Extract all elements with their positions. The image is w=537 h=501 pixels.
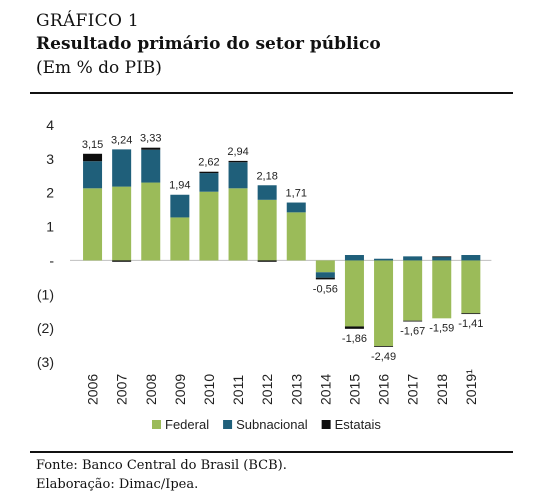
- bar-estatais-9: [344, 326, 364, 329]
- x-tick-label-13: 2019¹: [463, 369, 479, 405]
- bar-estatais-4: [199, 171, 219, 174]
- bar-federal-4: [199, 191, 219, 261]
- bar-estatais-11: [403, 320, 423, 322]
- chart-unit: (Em % do PIB): [36, 58, 162, 78]
- total-label-0: 3,15: [82, 139, 103, 151]
- bar-estatais-1: [112, 260, 132, 262]
- y-tick-label-7: (3): [37, 354, 54, 370]
- bar-federal-0: [83, 188, 103, 261]
- total-label-11: -1,67: [400, 325, 425, 337]
- top-rule: [30, 92, 513, 94]
- x-tick-label-5: 2011: [230, 375, 246, 405]
- total-label-9: -1,86: [342, 333, 367, 345]
- source-note: Fonte: Banco Central do Brasil (BCB).: [36, 458, 287, 473]
- x-tick-label-0: 2006: [85, 374, 101, 405]
- y-tick-label-4: -: [49, 252, 54, 268]
- bar-estatais-13: [461, 313, 481, 315]
- total-label-6: 2,18: [256, 170, 277, 182]
- legend-swatch-federal: [152, 420, 161, 429]
- bar-federal-3: [170, 217, 190, 261]
- bar-subnacional-9: [344, 255, 364, 261]
- bar-estatais-2: [141, 147, 161, 150]
- bar-federal-11: [403, 260, 423, 321]
- x-tick-label-6: 2012: [259, 374, 275, 405]
- x-tick-label-9: 2015: [346, 374, 362, 405]
- y-tick-label-3: 1: [46, 219, 54, 235]
- bar-federal-8: [315, 260, 335, 273]
- total-label-4: 2,62: [198, 157, 219, 169]
- chart-header: GRÁFICO 1 Resultado primário do setor pú…: [36, 10, 381, 80]
- x-tick-label-10: 2016: [376, 374, 392, 405]
- total-label-12: -1,59: [429, 322, 454, 334]
- bar-federal-13: [461, 260, 481, 314]
- x-tick-label-7: 2013: [288, 374, 304, 405]
- y-tick-label-1: 3: [46, 151, 54, 167]
- x-tick-label-11: 2017: [405, 374, 421, 405]
- elaboration-note: Elaboração: Dimac/Ipea.: [36, 477, 199, 492]
- total-label-1: 3,24: [111, 134, 132, 146]
- bar-subnacional-11: [403, 256, 423, 261]
- x-tick-label-2: 2008: [143, 374, 159, 405]
- x-tick-label-3: 2009: [172, 374, 188, 405]
- y-tick-label-6: (2): [37, 320, 54, 336]
- chart-title: Resultado primário do setor público: [36, 34, 381, 54]
- bar-federal-1: [112, 186, 132, 261]
- total-label-13: -1,41: [458, 318, 483, 330]
- x-tick-label-1: 2007: [114, 374, 130, 405]
- bar-subnacional-10: [374, 258, 394, 261]
- total-label-3: 1,94: [169, 180, 190, 192]
- bar-estatais-12: [432, 256, 452, 258]
- bar-subnacional-5: [228, 162, 248, 189]
- figure-label: GRÁFICO 1: [36, 11, 140, 31]
- x-tick-label-4: 2010: [201, 374, 217, 405]
- total-label-2: 3,33: [140, 133, 161, 145]
- bar-federal-7: [286, 212, 306, 261]
- bar-federal-10: [374, 260, 394, 347]
- bar-federal-9: [344, 260, 364, 327]
- y-tick-label-5: (1): [37, 286, 54, 302]
- bar-subnacional-8: [315, 272, 335, 278]
- bar-subnacional-13: [461, 255, 481, 261]
- stacked-bar-chart: 4 3 2 1 - (1) (2) (3) 3,15 2006 3,24 2007 3,33 2008 1,…: [37, 117, 492, 432]
- bar-subnacional-2: [141, 149, 161, 183]
- x-tick-label-8: 2014: [317, 374, 333, 405]
- bar-subnacional-3: [170, 194, 190, 218]
- bar-estatais-5: [228, 160, 248, 163]
- total-label-10: -2,49: [371, 351, 396, 363]
- bar-estatais-10: [374, 346, 394, 347]
- total-label-8: -0,56: [313, 283, 338, 295]
- bar-federal-12: [432, 260, 452, 319]
- bar-subnacional-12: [432, 257, 452, 261]
- x-tick-label-12: 2018: [434, 374, 450, 405]
- bar-estatais-6: [257, 260, 277, 262]
- legend-swatch-estatais: [321, 420, 331, 429]
- legend-label-federal: Federal: [165, 417, 209, 432]
- bar-subnacional-0: [83, 161, 103, 189]
- legend-label-estatais: Estatais: [335, 417, 382, 432]
- bottom-rule: [30, 451, 513, 453]
- bar-federal-2: [141, 182, 161, 261]
- y-tick-label-0: 4: [46, 117, 54, 133]
- bar-subnacional-4: [199, 173, 219, 192]
- y-tick-label-2: 2: [46, 185, 54, 201]
- chart-footer: Fonte: Banco Central do Brasil (BCB). El…: [36, 456, 287, 494]
- bar-federal-6: [257, 199, 277, 261]
- bar-subnacional-6: [257, 185, 277, 200]
- bar-estatais-8: [315, 277, 335, 280]
- bar-estatais-0: [83, 153, 103, 162]
- bar-subnacional-7: [286, 202, 306, 213]
- total-label-7: 1,71: [286, 188, 307, 200]
- legend-label-subnacional: Subnacional: [236, 417, 308, 432]
- legend-swatch-subnacional: [223, 420, 233, 429]
- bar-subnacional-1: [112, 149, 132, 187]
- total-label-5: 2,94: [227, 146, 248, 158]
- bar-federal-5: [228, 188, 248, 261]
